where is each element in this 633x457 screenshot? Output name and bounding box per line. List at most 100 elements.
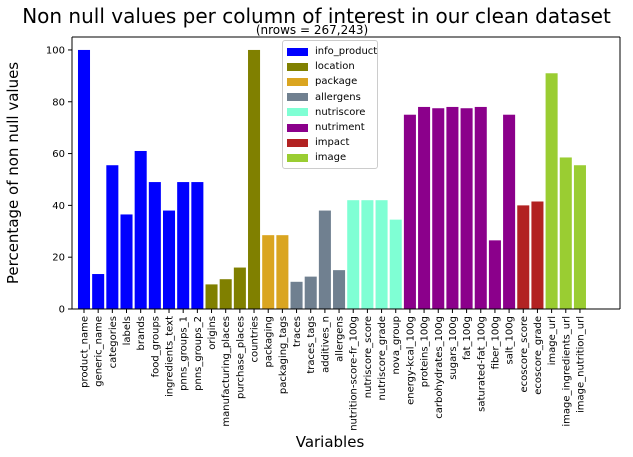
x-tick-label: labels <box>122 316 133 345</box>
bar-food_groups <box>148 182 161 309</box>
bar-fiber_100g <box>488 240 501 309</box>
legend-item-image: image <box>287 150 373 165</box>
x-tick-label: saturated-fat_100g <box>476 316 487 412</box>
bar-packaging_tags <box>276 235 289 309</box>
legend-item-impact: impact <box>287 135 373 150</box>
x-tick-label: packaging_tags <box>278 316 289 394</box>
x-tick-label: traces_tags <box>306 316 317 374</box>
bar-ingredients_text <box>163 210 176 309</box>
y-axis-label: Percentage of non null values <box>4 62 22 284</box>
legend-swatch <box>287 123 308 132</box>
axes-group <box>71 36 621 310</box>
x-tick-label: energy-kcal_100g <box>405 316 416 405</box>
legend-label: allergens <box>315 91 361 103</box>
legend: info_product location package allergens nutr… <box>282 40 378 169</box>
y-tick-label: 20 <box>52 253 65 264</box>
y-ticks-group: 0 20 40 60 80 100 <box>46 45 72 316</box>
legend-label: location <box>315 61 355 73</box>
bar-image_ingredients_url <box>559 157 572 309</box>
bar-nutriscore_grade <box>375 200 388 309</box>
y-tick-label: 0 <box>59 305 65 316</box>
x-tick-label: packaging <box>264 316 275 368</box>
legend-item-nutriscore: nutriscore <box>287 105 373 120</box>
bar-origins <box>205 284 218 309</box>
chart-subtitle: (nrows = 267,243) <box>255 23 369 37</box>
legend-label: impact <box>315 137 350 149</box>
legend-swatch <box>287 138 308 147</box>
x-tick-label: image_url <box>547 316 558 365</box>
y-tick-label: 80 <box>52 97 65 108</box>
legend-swatch <box>287 153 308 162</box>
bar-salt_100g <box>503 114 516 310</box>
legend-swatch <box>287 47 308 56</box>
x-tick-label: nutriscore_score <box>363 316 374 398</box>
x-tick-label: nova_group <box>391 316 402 375</box>
bar-image_url <box>545 73 558 310</box>
x-ticks-group: product_name generic_name categories labels… <box>80 309 586 431</box>
bar-pnns_groups_2 <box>191 182 204 309</box>
bar-ecoscore_score <box>517 205 530 309</box>
x-tick-label: nutrition-score-fr_100g <box>349 316 360 431</box>
x-tick-label: allergens <box>335 316 346 362</box>
y-tick-label: 60 <box>52 149 65 160</box>
bar-additives_n <box>318 210 331 309</box>
bar-image_nutrition_url <box>573 165 586 309</box>
x-tick-label: sugars_100g <box>448 316 459 380</box>
y-tick-label: 100 <box>46 45 65 56</box>
y-tick-label: 40 <box>52 201 65 212</box>
x-tick-label: fiber_100g <box>490 316 501 369</box>
bar-brands <box>134 150 147 309</box>
legend-label: package <box>315 76 358 88</box>
x-tick-label: nutriscore_grade <box>377 316 388 400</box>
legend-item-location: location <box>287 59 373 74</box>
chart-title: Non null values per column of interest i… <box>22 4 611 28</box>
x-tick-label: ecoscore_grade <box>533 316 544 395</box>
bar-labels <box>120 214 133 309</box>
x-tick-label: food_groups <box>150 316 161 377</box>
legend-item-package: package <box>287 74 373 89</box>
bar-generic_name <box>92 274 105 309</box>
legend-swatch <box>287 77 308 86</box>
x-tick-label: fat_100g <box>462 316 473 360</box>
bar-traces_tags <box>304 276 317 309</box>
bar-saturated-fat_100g <box>474 106 487 309</box>
legend-swatch <box>287 62 308 71</box>
x-tick-label: pnns_groups_2 <box>193 316 204 391</box>
bar-proteins_100g <box>418 106 431 309</box>
x-tick-label: additives_n <box>320 316 331 373</box>
x-tick-label: origins <box>207 316 218 350</box>
bar-sugars_100g <box>446 106 459 309</box>
bar-fat_100g <box>460 108 473 310</box>
x-tick-label: categories <box>108 316 119 368</box>
x-axis-label: Variables <box>296 433 365 451</box>
bar-pnns_groups_1 <box>177 182 190 309</box>
legend-item-info_product: info_product <box>287 44 377 59</box>
bar-energy-kcal_100g <box>403 114 416 310</box>
legend-label: nutriment <box>315 122 365 134</box>
legend-label: info_product <box>315 46 378 58</box>
bar-traces <box>290 281 303 309</box>
bar-nutrition-score-fr_100g <box>347 200 360 309</box>
x-tick-label: manufacturing_places <box>221 316 232 427</box>
bar-purchase_places <box>233 267 246 309</box>
x-tick-label: carbohydrates_100g <box>434 316 445 419</box>
x-tick-label: proteins_100g <box>420 316 431 387</box>
legend-label: nutriscore <box>315 106 366 118</box>
x-tick-label: traces <box>292 316 303 347</box>
bar-categories <box>106 165 119 309</box>
x-tick-label: purchase_places <box>235 316 246 399</box>
bars-group <box>77 49 586 310</box>
legend-item-allergens: allergens <box>287 90 373 105</box>
x-tick-label: product_name <box>80 316 91 388</box>
bar-carbohydrates_100g <box>432 108 445 310</box>
x-tick-label: brands <box>136 316 147 350</box>
legend-item-nutriment: nutriment <box>287 120 373 135</box>
x-tick-label: pnns_groups_1 <box>179 316 190 391</box>
x-tick-label: countries <box>250 316 261 362</box>
bar-manufacturing_places <box>219 279 232 309</box>
legend-swatch <box>287 93 308 102</box>
x-tick-label: generic_name <box>94 316 105 387</box>
x-tick-label: ingredients_text <box>165 316 176 397</box>
x-tick-label: image_nutrition_url <box>575 316 586 413</box>
